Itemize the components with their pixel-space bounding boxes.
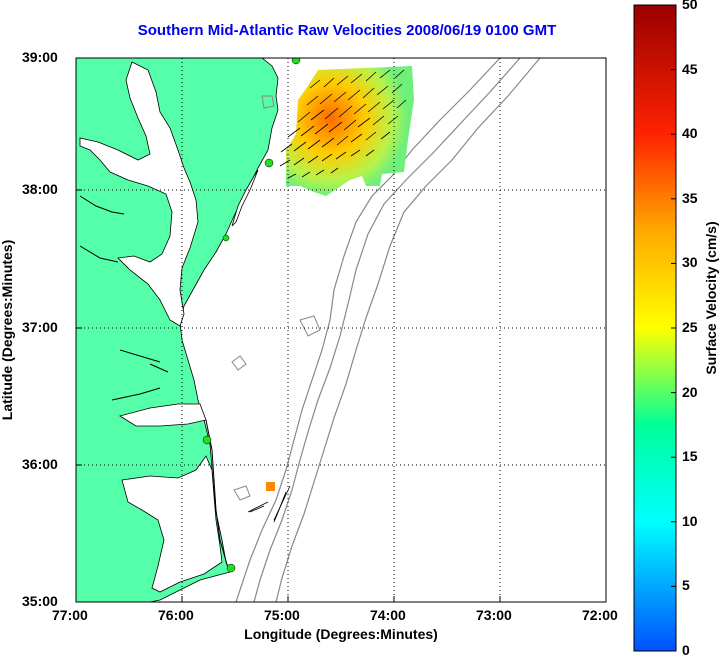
colorbar-tick-label: 0 — [682, 642, 690, 658]
delmarva-lagoon — [231, 169, 259, 227]
x-tick-label: 76:00 — [158, 607, 194, 623]
bathymetry-contour-3 — [275, 58, 541, 602]
bathymetry-contour-2 — [253, 58, 521, 602]
land-mass — [76, 58, 279, 602]
colorbar-tick-label: 45 — [682, 61, 698, 77]
x-tick-label: 75:00 — [264, 607, 300, 623]
y-tick-label: 36:00 — [22, 456, 58, 472]
colorbar-tick-label: 50 — [682, 0, 698, 12]
colorbar-tick-label: 15 — [682, 448, 698, 464]
bathymetry-contour-4 — [231, 95, 321, 501]
outer-banks — [205, 419, 229, 569]
velocity-arrows — [279, 69, 407, 179]
map-title: Southern Mid-Atlantic Raw Velocities 200… — [137, 22, 557, 39]
x-axis-label: Longitude (Degrees:Minutes) — [244, 626, 438, 642]
radar-station — [222, 234, 230, 242]
colorbar-ticks — [671, 4, 676, 587]
colorbar-tick-label: 40 — [682, 125, 698, 141]
velocity-patch-south — [266, 482, 275, 491]
velocity-arrows-south — [247, 485, 291, 523]
y-axis-label: Latitude (Degrees:Minutes) — [0, 239, 15, 421]
radar-station — [226, 563, 236, 573]
radar-station — [291, 58, 301, 65]
colorbar-tick-label: 30 — [682, 254, 698, 270]
radar-station — [264, 158, 274, 168]
x-tick-label: 72:00 — [582, 607, 618, 623]
colorbar-tick-label: 25 — [682, 319, 698, 335]
radar-station — [202, 435, 212, 445]
rivers — [79, 195, 169, 401]
y-tick-label: 35:00 — [22, 593, 58, 609]
axis-ticks — [76, 189, 501, 602]
x-tick-label: 77:00 — [52, 607, 88, 623]
colorbar-tick-label: 35 — [682, 190, 698, 206]
velocity-field — [286, 66, 414, 196]
bathymetry-contour-1 — [235, 58, 501, 602]
y-tick-label: 39:00 — [22, 49, 58, 65]
colorbar-tick-label: 5 — [682, 577, 690, 593]
colorbar-tick-label: 10 — [682, 513, 698, 529]
pamlico-sound — [121, 455, 223, 593]
y-tick-label: 37:00 — [22, 319, 58, 335]
x-tick-label: 74:00 — [370, 607, 406, 623]
y-tick-label: 38:00 — [22, 181, 58, 197]
x-tick-label: 73:00 — [476, 607, 512, 623]
chesapeake-bay — [79, 61, 199, 327]
colorbar-label: Surface Velocity (cm/s) — [703, 221, 719, 375]
colorbar-tick-label: 20 — [682, 384, 698, 400]
grid-lines — [76, 58, 606, 602]
colorbar — [633, 4, 677, 652]
